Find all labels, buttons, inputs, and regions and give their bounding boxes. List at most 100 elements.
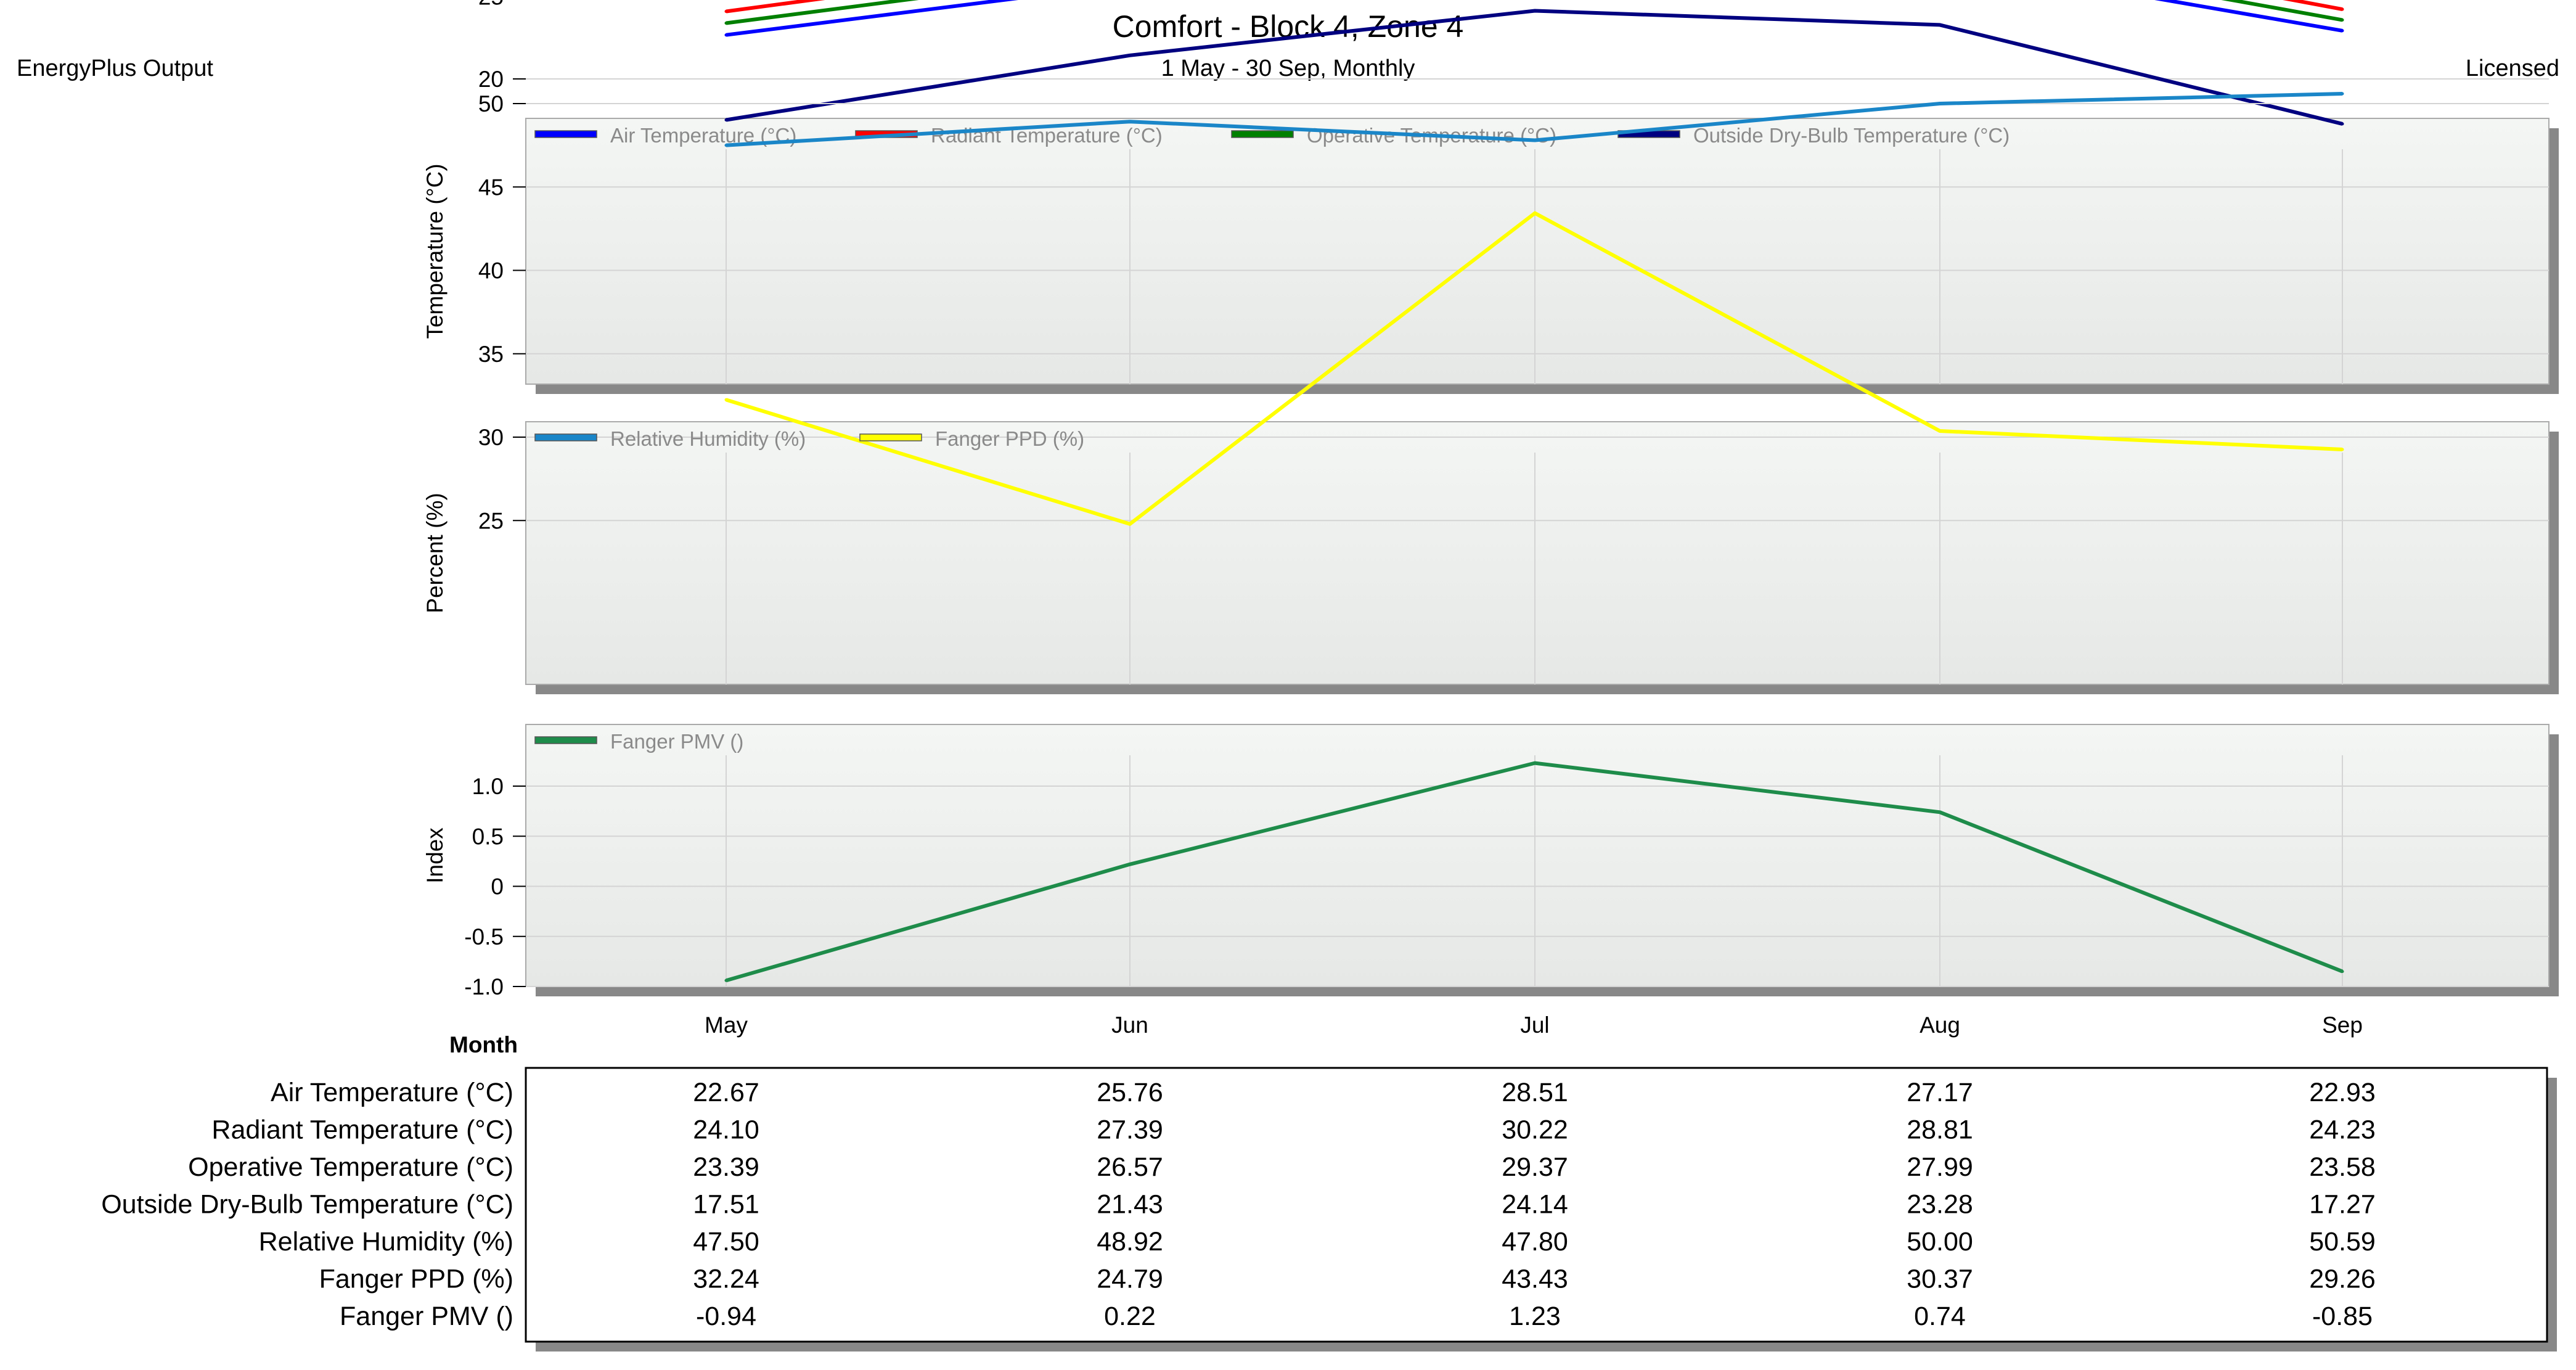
table-cell: 43.43 (1502, 1265, 1568, 1294)
data-point (1938, 102, 1942, 105)
data-point (1533, 761, 1537, 765)
y-tick-label: 1.0 (472, 774, 504, 799)
table-cell: 24.79 (1097, 1265, 1163, 1294)
table-cell: 27.99 (1907, 1152, 1973, 1182)
table-cell: 29.26 (2309, 1265, 2376, 1294)
data-point (1533, 139, 1537, 142)
y-tick-label: 25 (478, 508, 504, 533)
series-line (726, 9, 2343, 126)
x-tick-label: Sep (2322, 1012, 2363, 1038)
legend-label: Relative Humidity (%) (610, 427, 806, 450)
legend-swatch (534, 736, 597, 744)
data-point (724, 118, 728, 121)
energyplus-label: EnergyPlus Output (17, 55, 213, 81)
y-tick-label: 0 (491, 874, 504, 900)
data-point (2341, 18, 2344, 22)
table-cell: 26.57 (1097, 1152, 1163, 1182)
legend-label: Fanger PMV () (610, 730, 743, 753)
legend-swatch (534, 130, 597, 138)
table-cell: 1.23 (1509, 1302, 1561, 1331)
y-tick-label: 25 (478, 0, 504, 10)
table-cell: 28.51 (1502, 1078, 1568, 1107)
table-row-label: Fanger PMV () (340, 1302, 513, 1331)
data-point (1938, 429, 1942, 433)
legend-swatch (859, 433, 922, 441)
table-row-label: Radiant Temperature (°C) (211, 1115, 513, 1145)
y-tick-label: 50 (478, 91, 504, 117)
data-point (2341, 122, 2344, 126)
table-cell: 17.27 (2309, 1190, 2376, 1220)
table-row-label: Fanger PPD (%) (319, 1265, 513, 1294)
data-point (1128, 522, 1132, 526)
table-cell: -0.85 (2312, 1302, 2373, 1331)
plot-area (525, 421, 2549, 685)
table-frame (525, 1067, 2548, 1343)
x-tick-label: May (705, 1012, 748, 1038)
data-point (2341, 448, 2344, 451)
table-cell: 29.37 (1502, 1152, 1568, 1182)
table-cell: 22.67 (693, 1078, 759, 1107)
table-cell: 25.76 (1097, 1078, 1163, 1107)
data-point (2341, 92, 2344, 96)
table-row-label: Relative Humidity (%) (259, 1227, 513, 1257)
data-point (1533, 211, 1537, 215)
data-point (724, 10, 728, 14)
table-cell: 50.59 (2309, 1227, 2376, 1257)
x-tick-label: Jul (1520, 1012, 1549, 1038)
data-point (724, 398, 728, 401)
table-cell: 21.43 (1097, 1190, 1163, 1220)
data-point (2341, 7, 2344, 11)
y-tick-label: 35 (478, 342, 504, 367)
x-tick-label: Aug (1920, 1012, 1960, 1038)
table-cell: 48.92 (1097, 1227, 1163, 1257)
data-point (724, 144, 728, 147)
table-cell: 17.51 (693, 1190, 759, 1220)
y-tick-label: 40 (478, 258, 504, 284)
table-cell: 27.17 (1907, 1078, 1973, 1107)
table-cell: 28.81 (1907, 1115, 1973, 1145)
y-tick-label: 45 (478, 174, 504, 200)
legend-label: Fanger PPD (%) (935, 427, 1084, 450)
table-cell: 22.93 (2309, 1078, 2376, 1107)
table-cell: 24.14 (1502, 1190, 1568, 1220)
y-tick-label: -1.0 (464, 974, 504, 999)
x-axis-label: Month (449, 1032, 518, 1057)
x-tick-label: Jun (1111, 1012, 1148, 1038)
y-axis-label: Temperature (°C) (422, 163, 448, 338)
plot-area (525, 118, 2549, 385)
legend-swatch (1231, 130, 1294, 138)
table-cell: 0.22 (1104, 1302, 1156, 1331)
data-point (1128, 120, 1132, 123)
table-cell: -0.94 (696, 1302, 756, 1331)
data-point (724, 33, 728, 37)
table-cell: 50.00 (1907, 1227, 1973, 1257)
chart-subtitle: 1 May - 30 Sep, Monthly (1161, 55, 1415, 81)
table-cell: 23.58 (2309, 1152, 2376, 1182)
table-cell: 32.24 (693, 1265, 759, 1294)
y-tick-label: 0.5 (472, 824, 504, 849)
y-tick-label: 20 (478, 67, 504, 92)
license-label: Licensed (2465, 55, 2559, 81)
y-axis-label: Index (422, 827, 448, 884)
data-point (2341, 29, 2344, 33)
y-tick-label: -0.5 (464, 924, 504, 950)
table-cell: 24.10 (693, 1115, 759, 1145)
table-cell: 0.74 (1914, 1302, 1966, 1331)
data-point (1533, 9, 1537, 12)
y-tick-label: 30 (478, 425, 504, 450)
table-row-label: Outside Dry-Bulb Temperature (°C) (101, 1190, 513, 1220)
table-cell: 47.50 (693, 1227, 759, 1257)
data-point (724, 978, 728, 982)
table-cell: 27.39 (1097, 1115, 1163, 1145)
y-axis-label: Percent (%) (422, 493, 448, 613)
table-cell: 30.22 (1502, 1115, 1568, 1145)
data-point (1938, 810, 1942, 814)
table-row-label: Air Temperature (°C) (271, 1078, 513, 1107)
table-cell: 23.28 (1907, 1190, 1973, 1220)
legend-swatch (534, 433, 597, 441)
data-point (724, 21, 728, 25)
data-point (1128, 863, 1132, 866)
table-row-label: Operative Temperature (°C) (188, 1152, 513, 1182)
table-cell: 47.80 (1502, 1227, 1568, 1257)
